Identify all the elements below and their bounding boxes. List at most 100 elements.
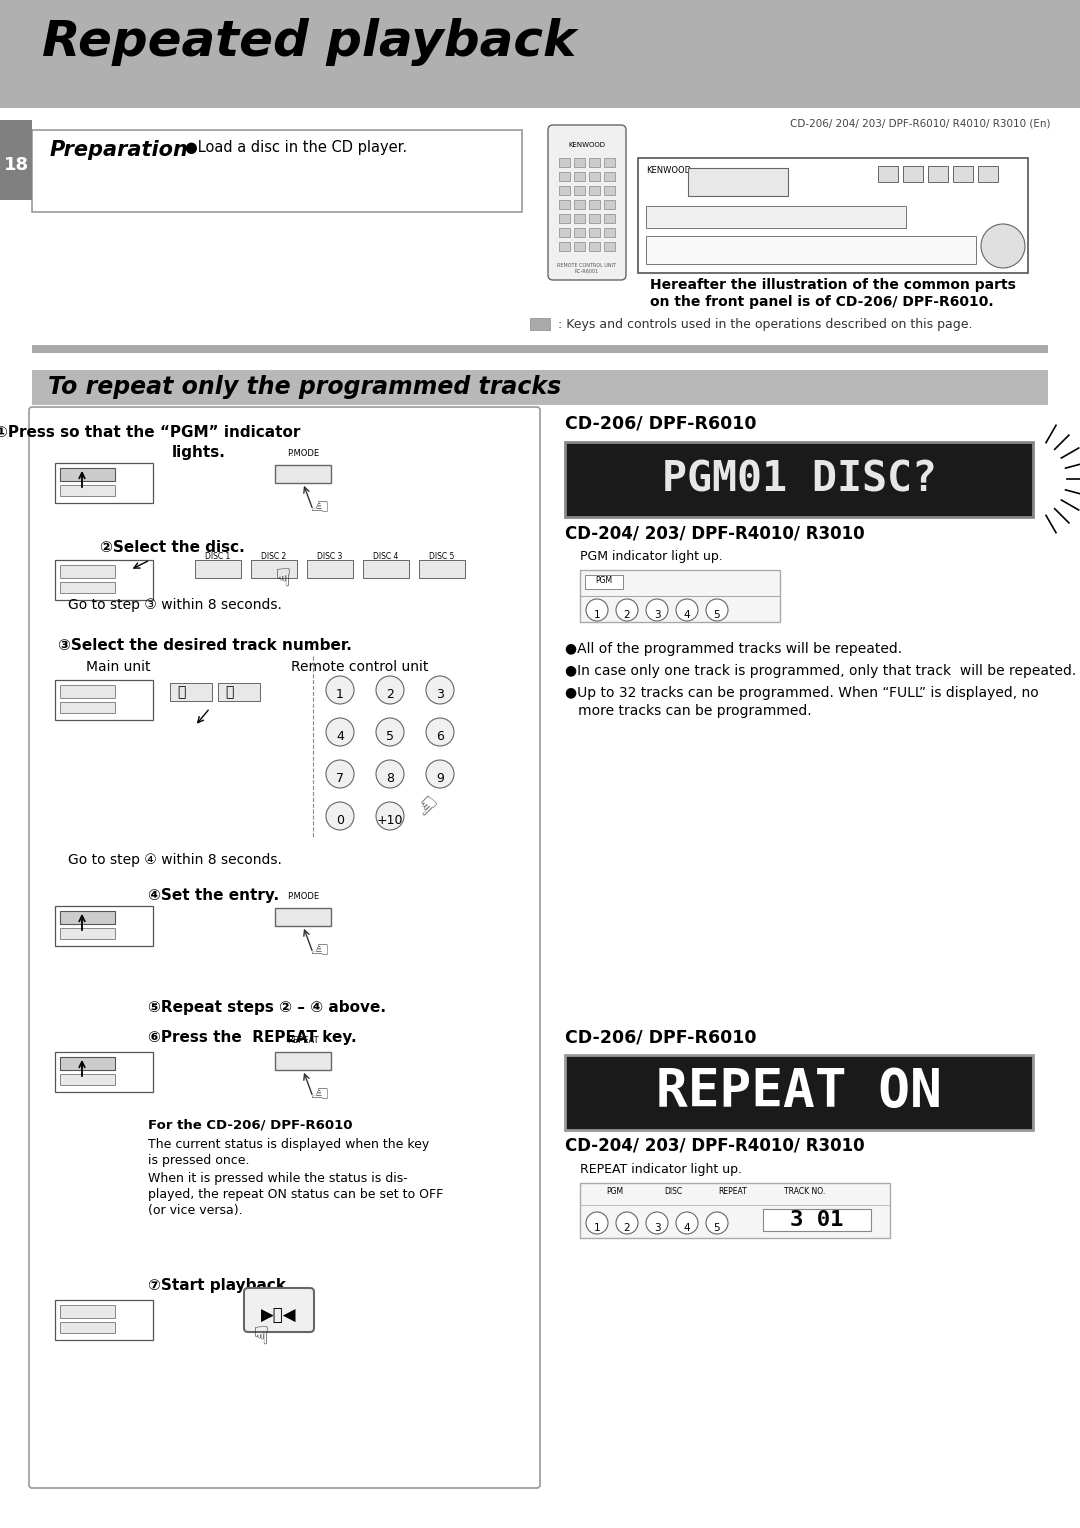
Text: +10: +10: [377, 814, 403, 828]
Text: DISC 5: DISC 5: [430, 552, 455, 561]
Text: 2: 2: [386, 689, 394, 701]
Bar: [646, 235, 976, 264]
Bar: [32, 130, 522, 212]
Bar: [580, 1183, 890, 1238]
Bar: [646, 206, 906, 228]
Text: ③Select the desired track number.: ③Select the desired track number.: [58, 639, 352, 652]
Bar: [604, 173, 615, 180]
Bar: [589, 186, 600, 196]
Text: ②Select the disc.: ②Select the disc.: [100, 539, 245, 555]
Bar: [604, 228, 615, 237]
Bar: [573, 214, 585, 223]
Bar: [60, 685, 114, 698]
Bar: [604, 241, 615, 251]
Bar: [589, 241, 600, 251]
Text: 4: 4: [684, 1222, 690, 1233]
Circle shape: [646, 1212, 669, 1235]
Text: 8: 8: [386, 773, 394, 785]
Bar: [559, 173, 570, 180]
Bar: [55, 463, 153, 503]
Text: ☞: ☞: [405, 788, 437, 821]
Bar: [903, 167, 923, 182]
Bar: [604, 200, 615, 209]
Bar: [573, 173, 585, 180]
Circle shape: [646, 599, 669, 620]
FancyBboxPatch shape: [29, 406, 540, 1488]
Bar: [275, 1051, 330, 1070]
Text: PGM01 DISC?: PGM01 DISC?: [661, 458, 936, 500]
Text: The current status is displayed when the key: The current status is displayed when the…: [148, 1138, 429, 1151]
FancyBboxPatch shape: [548, 125, 626, 280]
Text: 1: 1: [336, 689, 343, 701]
Bar: [565, 1054, 1032, 1131]
Bar: [60, 565, 114, 578]
Text: DISC: DISC: [664, 1187, 683, 1196]
Text: ⏭: ⏭: [225, 685, 233, 698]
Text: ●Up to 32 tracks can be programmed. When “FULL” is displayed, no: ●Up to 32 tracks can be programmed. When…: [565, 686, 1039, 700]
Bar: [978, 167, 998, 182]
Bar: [604, 214, 615, 223]
Bar: [559, 200, 570, 209]
Bar: [32, 370, 1048, 405]
Bar: [275, 908, 330, 926]
Bar: [55, 559, 153, 601]
Text: REPEAT indicator light up.: REPEAT indicator light up.: [580, 1163, 742, 1177]
Text: To repeat only the programmed tracks: To repeat only the programmed tracks: [48, 374, 562, 399]
Bar: [0, 121, 32, 200]
Text: 0: 0: [336, 814, 345, 828]
Circle shape: [706, 599, 728, 620]
Text: DISC 4: DISC 4: [374, 552, 399, 561]
Bar: [589, 200, 600, 209]
Text: ①Press so that the “PGM” indicator: ①Press so that the “PGM” indicator: [0, 425, 300, 440]
Bar: [688, 168, 788, 196]
Text: REPEAT: REPEAT: [718, 1187, 747, 1196]
Text: 3: 3: [653, 1222, 660, 1233]
Text: 18: 18: [3, 156, 28, 174]
Text: played, the repeat ON status can be set to OFF: played, the repeat ON status can be set …: [148, 1187, 443, 1201]
Circle shape: [376, 675, 404, 704]
Text: Go to step ④ within 8 seconds.: Go to step ④ within 8 seconds.: [68, 853, 282, 866]
Circle shape: [326, 802, 354, 830]
Circle shape: [426, 675, 454, 704]
Text: PGM: PGM: [607, 1187, 623, 1196]
Bar: [170, 683, 212, 701]
Circle shape: [376, 718, 404, 746]
Text: P.MODE: P.MODE: [287, 892, 319, 902]
Bar: [589, 173, 600, 180]
Bar: [60, 468, 114, 481]
Text: REMOTE CONTROL UNIT: REMOTE CONTROL UNIT: [557, 263, 617, 267]
Bar: [638, 157, 1028, 274]
Circle shape: [376, 802, 404, 830]
Bar: [762, 1209, 870, 1232]
Circle shape: [676, 1212, 698, 1235]
Text: 9: 9: [436, 773, 444, 785]
Bar: [60, 1074, 114, 1085]
Text: 2: 2: [623, 1222, 631, 1233]
Text: Preparation: Preparation: [50, 141, 189, 160]
Text: CD-206/ 204/ 203/ DPF-R6010/ R4010/ R3010 (En): CD-206/ 204/ 203/ DPF-R6010/ R4010/ R301…: [789, 118, 1050, 128]
Text: 2: 2: [623, 610, 631, 620]
Text: 1: 1: [594, 610, 600, 620]
Bar: [573, 241, 585, 251]
Text: on the front panel is of CD-206/ DPF-R6010.: on the front panel is of CD-206/ DPF-R60…: [650, 295, 994, 309]
Text: KENWOOD: KENWOOD: [646, 167, 691, 176]
FancyBboxPatch shape: [244, 1288, 314, 1332]
Text: 3: 3: [436, 689, 444, 701]
Bar: [573, 157, 585, 167]
Bar: [195, 559, 241, 578]
Bar: [559, 214, 570, 223]
Text: is pressed once.: is pressed once.: [148, 1154, 249, 1167]
Bar: [55, 1300, 153, 1340]
Circle shape: [376, 759, 404, 788]
Text: Main unit: Main unit: [85, 660, 150, 674]
Bar: [580, 570, 780, 622]
Text: ④Set the entry.: ④Set the entry.: [148, 888, 279, 903]
Text: P.MODE: P.MODE: [287, 449, 319, 458]
Bar: [585, 575, 623, 588]
Bar: [878, 167, 897, 182]
Text: Hereafter the illustration of the common parts: Hereafter the illustration of the common…: [650, 278, 1016, 292]
Bar: [928, 167, 948, 182]
Text: 4: 4: [336, 730, 343, 744]
Circle shape: [586, 599, 608, 620]
Bar: [0, 0, 1080, 108]
